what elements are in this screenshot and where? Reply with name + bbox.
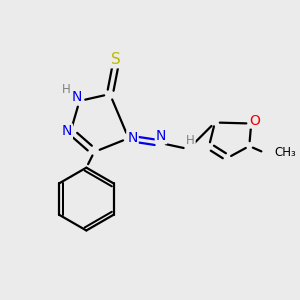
Text: N: N <box>71 90 82 104</box>
Text: N: N <box>61 124 72 138</box>
Text: N: N <box>127 131 138 145</box>
Text: H: H <box>62 83 71 96</box>
Text: S: S <box>111 52 121 67</box>
Text: N: N <box>156 129 166 143</box>
Text: CH₃: CH₃ <box>275 146 296 159</box>
Text: O: O <box>250 114 261 128</box>
Text: H: H <box>186 134 195 147</box>
